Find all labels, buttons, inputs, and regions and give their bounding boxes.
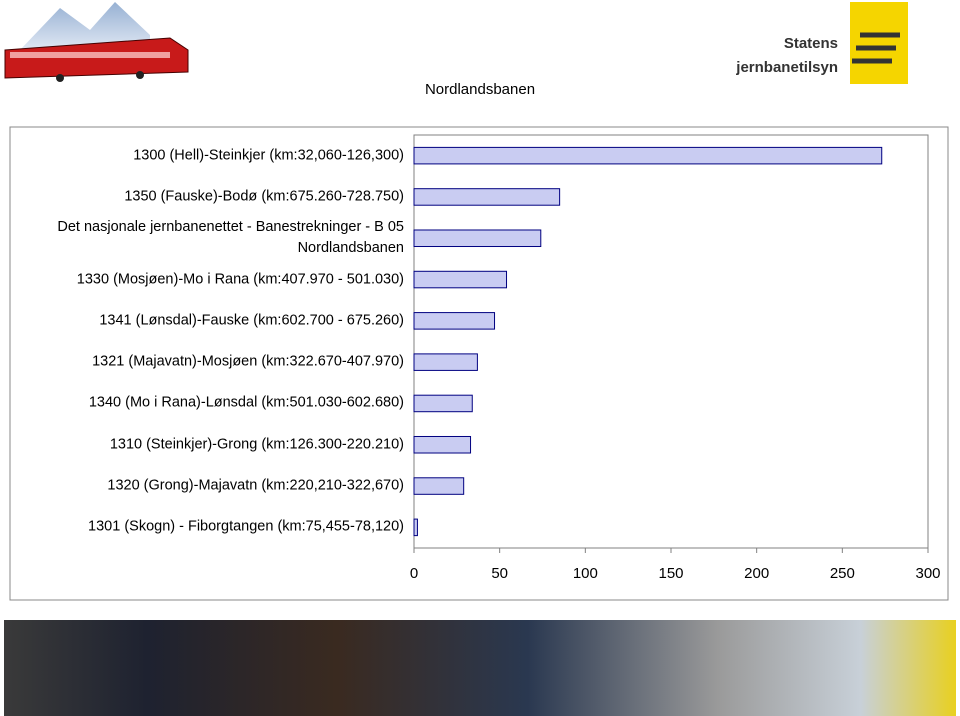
y-tick-label: 1320 (Grong)-Majavatn (km:220,210-322,67… — [107, 477, 404, 494]
y-tick-label: 1310 (Steinkjer)-Grong (km:126.300-220.2… — [109, 436, 404, 453]
x-tick-label: 0 — [410, 565, 418, 582]
bar — [413, 312, 496, 330]
bar — [413, 394, 473, 413]
logo-line: Statens — [784, 35, 838, 52]
y-tick-label: 1300 (Hell)-Steinkjer (km:32,060-126,300… — [133, 147, 404, 164]
y-tick-label: 1321 (Majavatn)-Mosjøen (km:322.670-407.… — [92, 353, 404, 370]
x-tick-label: 300 — [915, 565, 940, 582]
bar — [413, 270, 508, 289]
chart-title: Nordlandsbanen — [425, 81, 535, 98]
x-tick-label: 100 — [573, 565, 598, 582]
bar — [413, 188, 561, 206]
bar — [413, 353, 478, 371]
logo-line: jernbanetilsyn — [735, 59, 838, 76]
bar — [413, 435, 472, 454]
bar — [413, 518, 418, 537]
agency-logo: Statens jernbanetilsyn — [735, 2, 908, 84]
train-logo — [4, 2, 189, 82]
bar — [413, 146, 883, 165]
y-tick-label: 1330 (Mosjøen)-Mo i Rana (km:407.970 - 5… — [76, 271, 404, 288]
y-tick-label: 1340 (Mo i Rana)-Lønsdal (km:501.030-602… — [88, 394, 404, 411]
chart-frame — [9, 126, 949, 601]
y-tick-label: 1341 (Lønsdal)-Fauske (km:602.700 - 675.… — [99, 312, 404, 329]
photo-strip — [4, 620, 956, 716]
y-tick-label: 1301 (Skogn) - Fiborgtangen (km:75,455-7… — [88, 518, 404, 535]
bar — [413, 477, 465, 495]
x-tick-label: 250 — [830, 565, 855, 582]
y-tick-label: 1350 (Fauske)-Bodø (km:675.260-728.750) — [124, 188, 404, 205]
bar — [413, 229, 542, 248]
y-tick-label: Det nasjonale jernbanenettet - Banestrek… — [57, 219, 404, 257]
x-tick-label: 150 — [658, 565, 683, 582]
x-tick-label: 50 — [491, 565, 508, 582]
x-tick-label: 200 — [744, 565, 769, 582]
